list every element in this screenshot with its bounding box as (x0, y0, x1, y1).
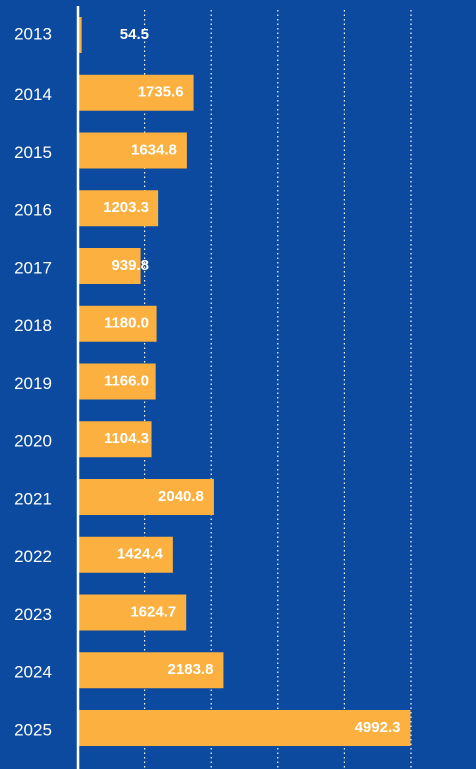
bar (78, 479, 214, 515)
category-label: 2023 (14, 605, 52, 624)
category-label: 2014 (14, 85, 52, 104)
category-label: 2013 (14, 24, 52, 43)
bar (78, 74, 194, 111)
category-label: 2018 (14, 316, 52, 335)
value-label: 939.8 (111, 257, 149, 274)
value-label: 1166.0 (104, 372, 149, 389)
value-label: 2183.8 (168, 661, 214, 678)
bar (78, 594, 187, 631)
category-label: 2015 (14, 143, 52, 162)
value-label: 1634.8 (131, 141, 177, 158)
bar (78, 421, 152, 458)
category-label: 2024 (14, 663, 52, 682)
category-label: 2019 (14, 374, 52, 393)
value-label: 1203.3 (103, 199, 149, 216)
bar (78, 17, 82, 53)
category-label: 2020 (14, 432, 52, 451)
value-label: 2040.8 (158, 488, 204, 505)
bar (78, 305, 157, 342)
value-label: 1180.0 (104, 315, 149, 332)
bar (78, 710, 411, 746)
value-label: 54.5 (120, 26, 149, 43)
value-label: 1735.6 (138, 84, 184, 101)
category-label: 2022 (14, 547, 52, 566)
value-label: 4992.3 (355, 719, 401, 736)
bar (78, 190, 159, 227)
category-label: 2016 (14, 201, 52, 220)
bar (78, 248, 141, 284)
bar (78, 652, 224, 689)
bar (78, 132, 187, 169)
bar (78, 363, 156, 400)
category-label: 2021 (14, 489, 52, 508)
value-label: 1624.7 (130, 603, 176, 620)
bar (78, 536, 173, 573)
category-label: 2017 (14, 258, 52, 277)
value-label: 1424.4 (117, 546, 164, 563)
category-label: 2025 (14, 720, 52, 739)
value-label: 1104.3 (104, 430, 149, 447)
